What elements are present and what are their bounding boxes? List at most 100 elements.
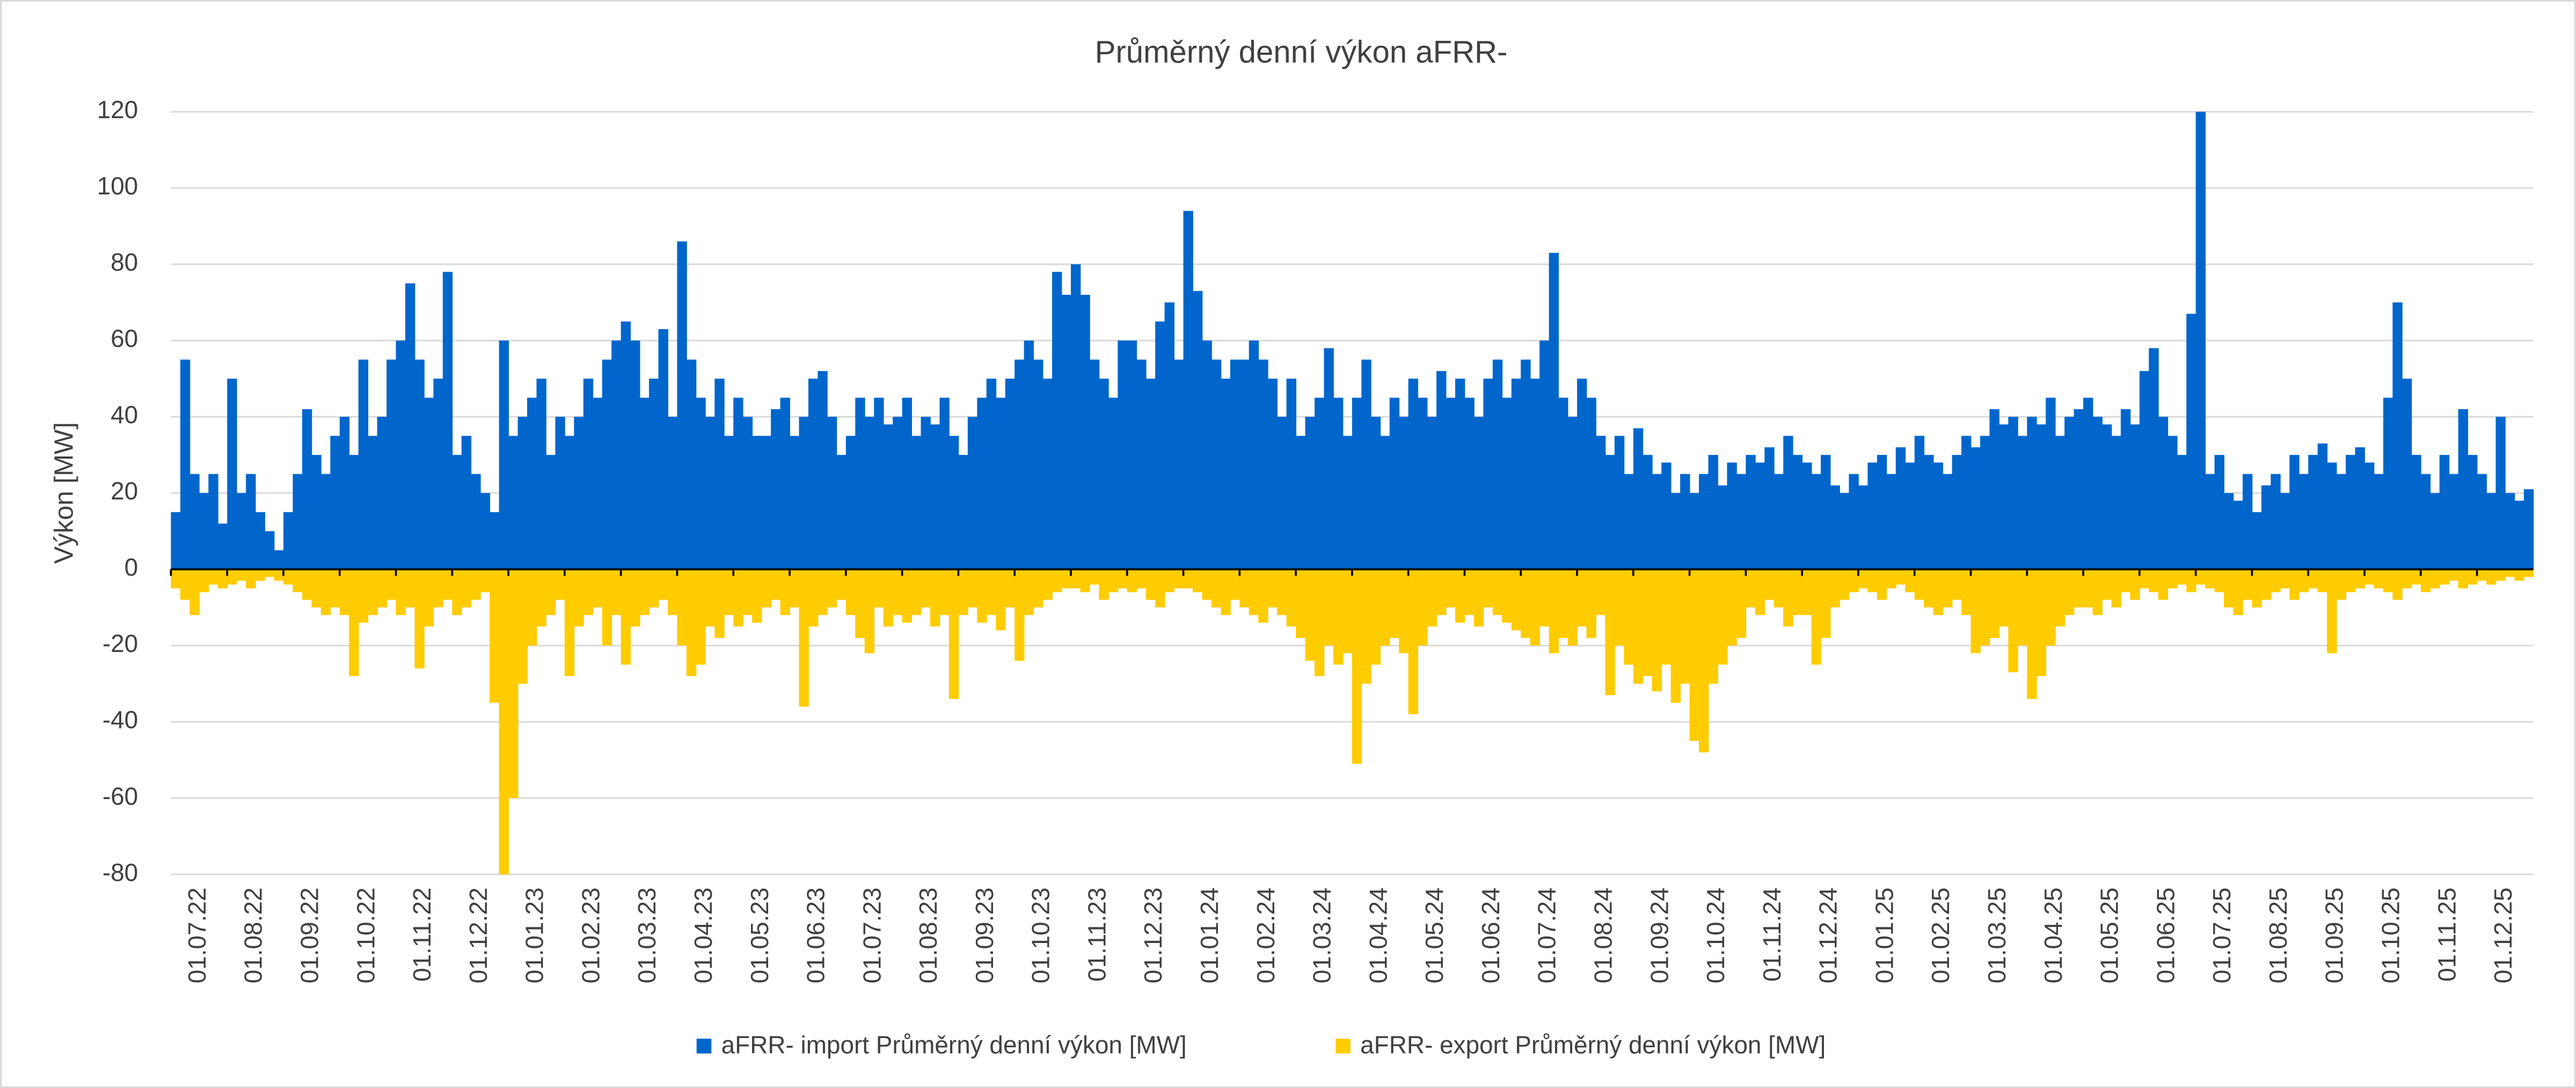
- x-tick-label: 01.01.23: [521, 888, 549, 984]
- bar: [2392, 302, 2403, 570]
- bar: [1736, 474, 1747, 570]
- x-tick-label: 01.07.23: [858, 888, 886, 984]
- x-tick-label: 01.03.23: [633, 888, 661, 984]
- bar: [508, 436, 519, 570]
- bar: [1174, 569, 1184, 589]
- bar: [1764, 447, 1775, 570]
- bar: [1108, 569, 1119, 592]
- bar: [320, 569, 331, 615]
- bar: [649, 569, 659, 608]
- bar: [1164, 302, 1174, 570]
- bar: [1549, 252, 1559, 570]
- chart-title: Průměrný denní výkon aFRR-: [1095, 34, 1508, 69]
- bar: [667, 417, 678, 570]
- bar: [1933, 569, 1943, 615]
- bar: [2195, 569, 2206, 585]
- bar: [339, 417, 350, 570]
- bar: [2027, 417, 2037, 570]
- bar: [1361, 569, 1371, 684]
- bar: [1989, 569, 1999, 638]
- bar: [1080, 569, 1090, 592]
- bar: [1052, 272, 1062, 570]
- x-tick-label: 01.08.24: [1589, 888, 1617, 984]
- bar: [602, 569, 612, 646]
- bar: [939, 569, 950, 615]
- bar: [780, 397, 790, 570]
- x-tick-label: 01.09.23: [970, 888, 998, 984]
- bar: [1746, 455, 1756, 570]
- bar: [1211, 569, 1222, 608]
- bar: [1427, 417, 1437, 570]
- legend-swatch: [696, 1039, 712, 1054]
- bar: [1005, 569, 1016, 608]
- bar: [461, 569, 472, 608]
- bar: [2242, 474, 2253, 570]
- bar: [1595, 436, 1606, 570]
- bar: [1296, 436, 1306, 570]
- bar: [1099, 379, 1109, 570]
- bar: [1399, 569, 1409, 654]
- bar: [948, 569, 959, 699]
- bar: [761, 436, 772, 570]
- bar: [1699, 474, 1709, 570]
- bar: [1708, 455, 1718, 570]
- bar: [1042, 379, 1053, 570]
- bar: [658, 569, 668, 600]
- x-tick-label: 01.09.25: [2320, 888, 2348, 984]
- bar: [1783, 569, 1793, 627]
- bar: [265, 569, 275, 577]
- bar: [2177, 569, 2187, 585]
- x-tick-label: 01.10.24: [1702, 888, 1730, 984]
- bar: [1952, 455, 1962, 570]
- bar: [2101, 569, 2112, 600]
- bar: [189, 474, 200, 570]
- bar: [2280, 493, 2290, 570]
- bar: [593, 397, 603, 570]
- bar: [358, 359, 369, 570]
- bar: [171, 512, 181, 570]
- bar: [2374, 474, 2384, 570]
- bar: [1624, 474, 1634, 570]
- bar: [818, 371, 828, 570]
- bar: [1164, 569, 1174, 592]
- bar: [611, 569, 622, 615]
- bar: [2092, 417, 2103, 570]
- bar: [724, 436, 734, 570]
- bar: [2036, 424, 2047, 570]
- bar: [265, 531, 275, 570]
- bar: [1005, 379, 1016, 570]
- bar: [1764, 569, 1775, 600]
- bar: [1024, 340, 1034, 570]
- bar: [939, 397, 950, 570]
- bar: [1661, 462, 1672, 570]
- bar: [1324, 348, 1334, 570]
- bar: [2420, 569, 2431, 592]
- bar: [527, 397, 537, 570]
- x-tick-label: 01.06.24: [1477, 888, 1505, 984]
- bar: [1033, 569, 1043, 608]
- bar: [2289, 569, 2300, 600]
- bar: [1886, 474, 1896, 570]
- bar: [452, 569, 462, 615]
- bar: [1473, 417, 1484, 570]
- bar: [2261, 569, 2272, 600]
- bar: [255, 569, 265, 581]
- bar: [293, 474, 303, 570]
- bar: [1774, 569, 1784, 608]
- bar: [1521, 569, 1531, 638]
- bar: [677, 569, 687, 646]
- bar: [705, 417, 716, 570]
- bar: [714, 569, 725, 638]
- bar: [1024, 569, 1034, 615]
- bar: [396, 569, 406, 615]
- y-axis-title: Výkon [MW]: [49, 422, 78, 564]
- x-tick-label: 01.04.23: [689, 888, 717, 984]
- bar: [911, 436, 922, 570]
- bar: [2008, 569, 2018, 672]
- bar: [1971, 447, 1981, 570]
- bar: [2046, 569, 2056, 646]
- bar: [2439, 569, 2450, 585]
- bar: [836, 455, 846, 570]
- bar: [1839, 493, 1850, 570]
- bar: [2486, 569, 2497, 585]
